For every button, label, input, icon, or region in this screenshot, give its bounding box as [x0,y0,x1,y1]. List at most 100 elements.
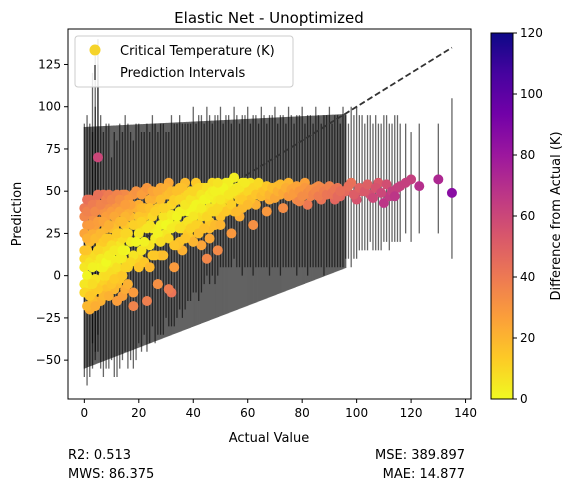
scatter-point [261,206,272,217]
scatter-point [136,189,147,200]
scatter-point [112,262,123,273]
scatter-point [103,219,114,230]
scatter-point [343,181,354,192]
scatter-point [446,187,457,198]
x-tick-label: 0 [81,406,89,420]
r2-stat: R2: 0.513 [68,448,132,463]
scatter-point [177,182,188,193]
scatter-point [150,250,161,261]
scatter-point [82,206,93,217]
scatter-point [103,290,114,301]
y-tick-label: 50 [46,184,61,198]
colorbar-tick-label: 20 [520,331,535,345]
scatter-point [92,189,103,200]
scatter-point [248,219,259,230]
scatter-point [215,219,226,230]
scatter-point [90,206,101,217]
scatter-point [150,206,161,217]
scatter-point [82,270,93,281]
scatter-point [196,203,207,214]
scatter-point [152,279,163,290]
scatter-point [190,219,201,230]
x-tick-label: 80 [295,406,310,420]
scatter-point [378,198,389,209]
colorbar-tick-label: 0 [520,392,528,406]
scatter-point [112,296,123,307]
scatter-point [163,233,174,244]
scatter-point [376,187,387,198]
scatter-point [120,228,131,239]
scatter-point [389,191,400,202]
scatter-point [92,245,103,256]
scatter-point [395,181,406,192]
scatter-point [158,250,169,261]
scatter-point [155,194,166,205]
x-tick-label: 100 [345,406,368,420]
scatter-point [79,245,90,256]
scatter-point [215,194,226,205]
scatter-point [114,253,125,264]
scatter-point [212,177,223,188]
scatter-point [253,177,264,188]
x-tick-label: 140 [454,406,477,420]
scatter-point [112,228,123,239]
scatter-point [278,203,289,214]
legend-label-critical-temperature: Critical Temperature (K) [120,44,275,59]
mse-stat: MSE: 389.897 [375,448,465,463]
scatter-point [109,245,120,256]
scatter-point [152,186,163,197]
scatter-point [188,211,199,222]
mae-stat: MAE: 14.877 [382,467,465,482]
chart-title: Elastic Net - Unoptimized [174,9,364,27]
x-tick-label: 60 [240,406,255,420]
scatter-point [141,296,152,307]
scatter-point [239,177,250,188]
y-tick-label: −25 [36,311,61,325]
scatter-point [201,253,212,264]
x-tick-label: 20 [131,406,146,420]
x-axis: 0 20 40 60 80 100 120 140 [81,399,477,420]
mws-stat: MWS: 86.375 [68,467,155,482]
y-tick-label: 125 [38,57,61,71]
scatter-point [128,287,139,298]
scatter-point [109,274,120,285]
scatter-chart: Elastic Net - Unoptimized 0 20 40 60 80 100 12… [10,9,564,446]
x-axis-label: Actual Value [229,431,310,446]
scatter-point [302,199,313,210]
scatter-point [210,186,221,197]
scatter-point [242,199,253,210]
scatter-point [120,262,131,273]
scatter-point [406,174,417,185]
legend-label-prediction-intervals: Prediction Intervals [120,66,245,81]
scatter-point [433,174,444,185]
scatter-point [131,236,142,247]
plot-frame [67,28,472,400]
scatter-point [117,245,128,256]
scatter-point [92,152,103,163]
scatter-point [381,179,392,190]
scatter-point [117,216,128,227]
scatter-point [166,223,177,234]
scatter-point [101,233,112,244]
scatter-point [87,279,98,290]
scatter-point [163,284,174,295]
scatter-point [169,262,180,273]
colorbar-label: Difference from Actual (K) [549,131,564,300]
scatter-point [188,236,199,247]
legend: Critical Temperature (K) Prediction Inte… [74,35,294,88]
y-tick-label: 100 [38,100,61,114]
scatter-point [84,290,95,301]
scatter-point [87,262,98,273]
scatter-point [335,186,346,197]
x-tick-label: 120 [400,406,423,420]
scatter-point [204,233,215,244]
scatter-point [155,236,166,247]
y-tick-label: 25 [46,226,61,240]
scatter-point [367,192,378,203]
scatter-point [226,228,237,239]
scatter-point [90,301,101,312]
colorbar-tick-label: 80 [520,148,535,162]
scatter-point-layer [79,152,457,315]
scatter-point [414,181,425,192]
scatter-point [128,301,139,312]
